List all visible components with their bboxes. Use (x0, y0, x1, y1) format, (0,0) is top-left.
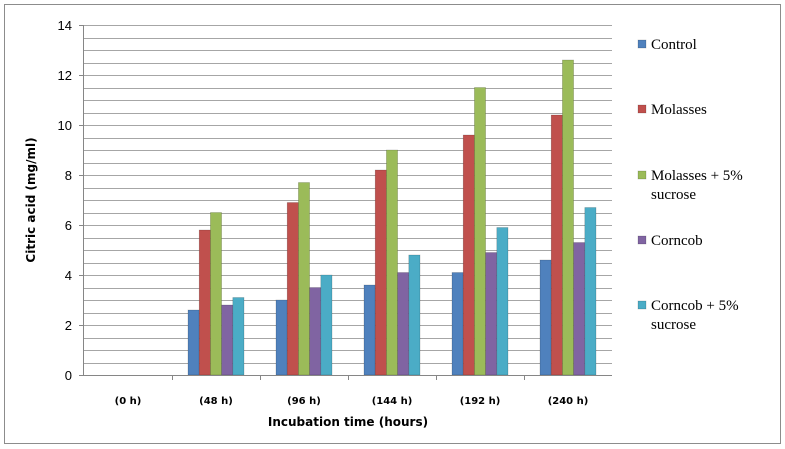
legend: Control Molasses Molasses + 5% sucrose Cornc… (637, 37, 743, 333)
legend-entry: Corncob + 5% sucrose (651, 298, 739, 333)
x-tick-label: (240 h) (548, 396, 589, 407)
x-tick-label: (96 h) (287, 396, 321, 407)
bar-molasses-3 (374, 169, 387, 376)
legend-entry: Corncob (651, 233, 703, 249)
chart-canvas: 0 2 4 6 8 10 12 14 (0 h) (48 h) (96 h) (144 h) (192… (24, 18, 743, 429)
y-tick-label: 10 (58, 118, 72, 133)
x-tick-label: (48 h) (199, 396, 233, 407)
bar-molasses-5-sucrose-5 (562, 59, 574, 376)
bar-molasses-2 (286, 202, 299, 376)
y-tick-label: 4 (65, 268, 72, 283)
bars (187, 59, 597, 376)
bar-corncob-5-sucrose-5 (584, 207, 597, 376)
legend-swatch (637, 170, 647, 180)
x-tick-label: (0 h) (115, 396, 142, 407)
bar-control-5 (539, 259, 552, 376)
y-tick-label: 6 (65, 218, 72, 233)
x-tick-label: (192 h) (460, 396, 501, 407)
legend-swatch (637, 104, 647, 114)
y-tick-labels: 0 2 4 6 8 10 12 14 (58, 18, 72, 383)
chart-frame: 0 2 4 6 8 10 12 14 (0 h) (48 h) (96 h) (144 h) (192… (4, 4, 781, 444)
y-tick-label: 14 (58, 18, 72, 33)
bar-corncob-3 (397, 272, 410, 376)
bar-molasses-4 (462, 134, 475, 376)
bar-corncob-5-sucrose-3 (408, 254, 421, 376)
bar-corncob-5-sucrose-4 (496, 227, 509, 376)
legend-entry: Molasses + 5% sucrose (651, 168, 743, 203)
bar-control-1 (187, 309, 200, 376)
gridlines (84, 25, 612, 376)
bar-control-4 (451, 272, 464, 376)
bar-molasses-5-sucrose-1 (210, 212, 222, 376)
bar-molasses-5-sucrose-4 (474, 87, 486, 376)
axes (79, 25, 612, 380)
bar-molasses-1 (198, 229, 211, 376)
y-tick-label: 12 (58, 68, 72, 83)
x-axis-title: Incubation time (hours) (268, 415, 428, 429)
bar-molasses-5 (550, 114, 563, 376)
bar-corncob-2 (309, 287, 322, 376)
legend-swatch (637, 235, 647, 245)
x-tick-labels: (0 h) (48 h) (96 h) (144 h) (192 h) (240 h) (115, 396, 589, 407)
bar-molasses-5-sucrose-3 (386, 149, 398, 376)
bar-corncob-4 (485, 252, 498, 376)
legend-entry: Molasses (651, 102, 707, 118)
legend-swatch (637, 39, 647, 49)
legend-entry: Control (651, 37, 697, 53)
bar-corncob-5 (573, 242, 586, 376)
y-tick-label: 8 (65, 168, 72, 183)
bar-control-3 (363, 284, 376, 376)
bar-molasses-5-sucrose-2 (298, 182, 310, 376)
bar-corncob-5-sucrose-1 (232, 297, 245, 376)
y-tick-label: 2 (65, 318, 72, 333)
x-tick-label: (144 h) (372, 396, 413, 407)
bar-corncob-5-sucrose-2 (320, 274, 333, 376)
y-tick-label: 0 (65, 368, 72, 383)
bar-corncob-1 (221, 304, 234, 376)
legend-swatch (637, 300, 647, 310)
bar-control-2 (275, 299, 288, 376)
y-axis-title: Citric acid (mg/ml) (24, 137, 38, 262)
